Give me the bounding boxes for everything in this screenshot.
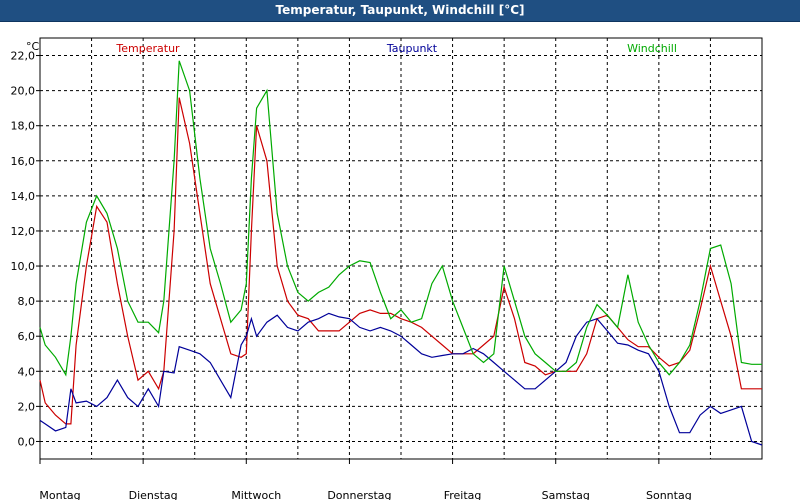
x-tick-weekday-label: Mittwoch	[231, 489, 281, 500]
x-tick-weekday-label: Samstag	[542, 489, 590, 500]
y-tick-label: 22,0	[11, 50, 36, 63]
x-tick-weekday-label: Donnerstag	[327, 489, 391, 500]
y-tick-label: 10,0	[11, 260, 36, 273]
legend-label-windchill: Windchill	[627, 42, 677, 55]
y-tick-label: 12,0	[11, 225, 36, 238]
legend-label-taupunkt: Taupunkt	[386, 42, 438, 55]
x-tick-weekday-label: Dienstag	[129, 489, 178, 500]
y-axis-unit-label: °C	[26, 40, 40, 53]
weather-line-chart: 0,0 2,0 4,0 6,0 8,0 10,0 12,0 14,0 16,0 18,0 20,0 2…	[11, 37, 763, 500]
x-tick-weekday-label: Freitag	[444, 489, 482, 500]
legend-label-temperatur: Temperatur	[115, 42, 180, 55]
window-title: Temperatur, Taupunkt, Windchill [°C]	[0, 0, 800, 22]
y-tick-label: 20,0	[11, 85, 36, 98]
x-tick-weekday-label: Sonntag	[646, 489, 692, 500]
y-tick-label: 8,0	[18, 295, 36, 308]
y-tick-label: 6,0	[18, 330, 36, 343]
series-line-temperatur	[39, 97, 762, 425]
y-tick-label: 14,0	[11, 190, 36, 203]
y-tick-label: 16,0	[11, 155, 36, 168]
y-tick-label: 4,0	[18, 365, 36, 378]
y-tick-label: 18,0	[11, 120, 36, 133]
y-tick-label: 2,0	[18, 400, 36, 413]
y-tick-label: 0,0	[18, 435, 36, 448]
x-tick-weekday-label: Montag	[39, 489, 80, 500]
series-line-taupunkt	[39, 312, 763, 446]
series-line-windchill	[39, 60, 762, 377]
